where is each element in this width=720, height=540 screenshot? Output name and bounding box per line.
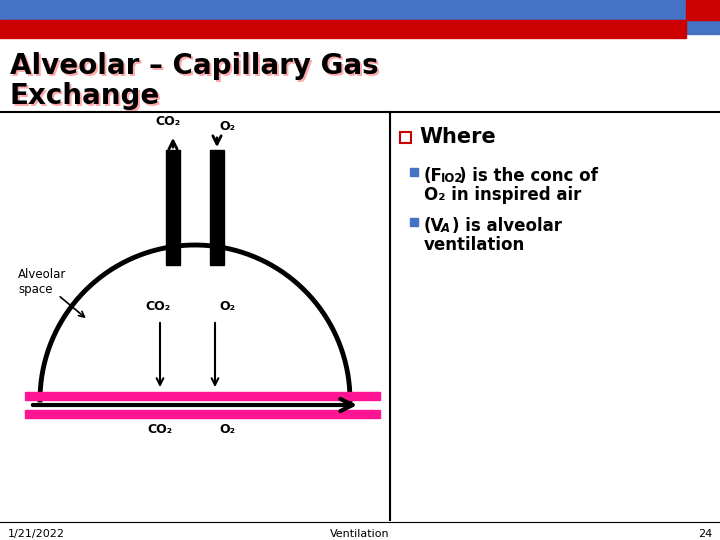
Bar (0, 20, 686, 38)
Text: O₂ in inspired air: O₂ in inspired air (424, 186, 581, 204)
Text: (V: (V (424, 217, 444, 235)
Bar (410, 168, 418, 176)
Bar (410, 218, 418, 226)
Text: Alveolar
space: Alveolar space (18, 268, 66, 296)
Bar (166, 150, 180, 265)
Text: O₂: O₂ (219, 423, 235, 436)
Text: ventilation: ventilation (424, 236, 526, 254)
Bar (25, 410, 380, 418)
Bar (210, 150, 224, 265)
Text: 24: 24 (698, 529, 712, 539)
Text: Exchange: Exchange (10, 82, 161, 110)
Bar (0, 112, 390, 520)
Bar (0, 112, 390, 520)
Text: IO2: IO2 (441, 172, 464, 185)
Text: Alveolar – Capillary Gas: Alveolar – Capillary Gas (10, 52, 379, 80)
Text: CO₂: CO₂ (148, 423, 173, 436)
Bar (686, 0, 720, 20)
Bar (686, 20, 720, 34)
Text: Ventilation: Ventilation (330, 529, 390, 539)
Bar (400, 132, 411, 143)
Text: ) is the conc of: ) is the conc of (459, 167, 598, 185)
Text: CO₂: CO₂ (156, 115, 181, 128)
Text: A: A (441, 222, 450, 235)
Text: ) is alveolar: ) is alveolar (452, 217, 562, 235)
Text: (F: (F (424, 167, 443, 185)
Text: Alveolar – Capillary Gas: Alveolar – Capillary Gas (12, 54, 381, 82)
Text: Exchange: Exchange (12, 84, 162, 112)
Bar (25, 392, 380, 400)
Text: O₂: O₂ (219, 120, 235, 133)
Text: Where: Where (419, 127, 496, 147)
Text: O₂: O₂ (219, 300, 235, 313)
Text: CO₂: CO₂ (145, 300, 171, 313)
Text: 1/21/2022: 1/21/2022 (8, 529, 65, 539)
Bar (0, 0, 686, 20)
